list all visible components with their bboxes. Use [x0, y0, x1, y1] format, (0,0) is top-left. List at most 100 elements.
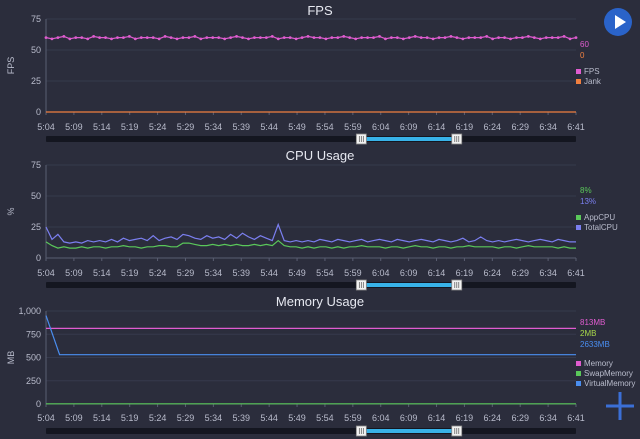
x-tick-label: 5:44 [260, 413, 278, 423]
series-point [503, 36, 506, 39]
legend-swatch [576, 381, 581, 386]
series-point [235, 34, 238, 38]
x-tick-label: 5:34 [205, 268, 223, 278]
zoom-slider-range[interactable] [361, 137, 457, 141]
x-tick-label: 6:34 [539, 268, 557, 278]
zoom-slider-range[interactable] [361, 429, 457, 433]
series-point [526, 34, 530, 38]
series-point [223, 37, 227, 41]
series-point [247, 37, 250, 41]
zoom-slider-track [46, 282, 576, 288]
series-point [407, 36, 411, 39]
series-point [205, 36, 209, 39]
x-tick-label: 5:29 [177, 268, 195, 278]
series-point [449, 34, 453, 38]
chart-title: Memory Usage [276, 294, 364, 309]
y-tick-label: 75 [31, 14, 41, 24]
series-point [509, 37, 512, 41]
series-point [473, 36, 477, 39]
x-tick-label: 6:34 [539, 122, 557, 132]
series-line-appcpu [45, 239, 576, 249]
y-tick-label: 0 [36, 399, 41, 409]
plus-icon [606, 392, 634, 420]
x-tick-label: 6:34 [539, 413, 557, 423]
series-point [413, 34, 417, 38]
y-tick-label: 0 [36, 253, 41, 263]
series-point [116, 36, 119, 39]
series-point [110, 37, 113, 41]
x-tick-label: 5:49 [288, 268, 306, 278]
series-point [461, 37, 465, 41]
series-point [62, 34, 66, 38]
y-tick-label: 25 [31, 76, 41, 86]
x-tick-label: 5:19 [121, 268, 139, 278]
legend-item-swapmemory: SwapMemory [584, 369, 633, 378]
x-tick-label: 5:29 [177, 413, 195, 423]
chart-2: CPU Usage% 0 25 50 75 5:04 5:09 5:14 5:19 5:24 5:2… [6, 148, 618, 291]
x-tick-label: 6:41 [567, 122, 585, 132]
series-point [56, 36, 60, 39]
series-point [312, 36, 316, 39]
x-tick-label: 5:34 [205, 413, 223, 423]
x-tick-label: 5:19 [121, 122, 139, 132]
series-point [122, 36, 125, 39]
series-point [145, 36, 149, 39]
legend-swatch [576, 371, 581, 376]
series-point [92, 34, 96, 38]
x-tick-label: 5:39 [232, 268, 250, 278]
series-point [50, 37, 54, 41]
series-line-virtualmemory [45, 315, 576, 356]
x-tick-label: 6:09 [400, 268, 418, 278]
x-tick-label: 5:09 [65, 413, 83, 423]
series-point [187, 36, 191, 39]
y-axis-label: FPS [6, 57, 16, 75]
series-point [372, 36, 375, 39]
x-tick-label: 5:04 [37, 268, 55, 278]
legend-item-jank: Jank [584, 77, 602, 86]
current-value-label: 813MB [580, 318, 605, 327]
play-button[interactable] [604, 8, 632, 36]
x-tick-label: 5:34 [205, 122, 223, 132]
x-tick-label: 6:24 [484, 413, 502, 423]
zoom-slider-track [46, 428, 576, 434]
x-tick-label: 5:39 [232, 413, 250, 423]
x-tick-label: 6:29 [511, 268, 529, 278]
current-value-label: 13% [580, 197, 596, 206]
series-point [169, 36, 173, 39]
x-tick-label: 6:19 [456, 413, 474, 423]
series-point [532, 36, 536, 39]
zoom-slider-range[interactable] [361, 283, 457, 287]
x-tick-label: 5:19 [121, 413, 139, 423]
series-point [348, 36, 352, 39]
series-point [550, 36, 554, 39]
series-point [515, 36, 518, 39]
series-line-totalcpu [45, 222, 576, 244]
series-point [467, 36, 471, 39]
y-tick-label: 50 [31, 191, 41, 201]
series-point [306, 34, 310, 38]
x-tick-label: 6:14 [428, 413, 446, 423]
series-point [300, 36, 304, 39]
y-tick-label: 50 [31, 45, 41, 55]
series-point [491, 37, 495, 41]
x-tick-label: 6:29 [511, 413, 529, 423]
series-point [384, 37, 387, 41]
series-point [378, 34, 381, 38]
x-tick-label: 5:59 [344, 413, 362, 423]
current-value-label: 8% [580, 186, 592, 195]
series-point [366, 36, 369, 39]
series-point [74, 36, 78, 39]
x-tick-label: 5:24 [149, 122, 167, 132]
series-point [270, 34, 274, 38]
series-point [151, 36, 155, 39]
series-point [401, 37, 405, 41]
series-point [258, 36, 262, 39]
series-point [497, 36, 500, 39]
series-point [419, 36, 423, 39]
add-button[interactable] [606, 392, 634, 420]
series-point [193, 34, 197, 38]
series-point [199, 37, 203, 41]
chart-title: FPS [307, 3, 333, 18]
series-point [330, 36, 334, 39]
